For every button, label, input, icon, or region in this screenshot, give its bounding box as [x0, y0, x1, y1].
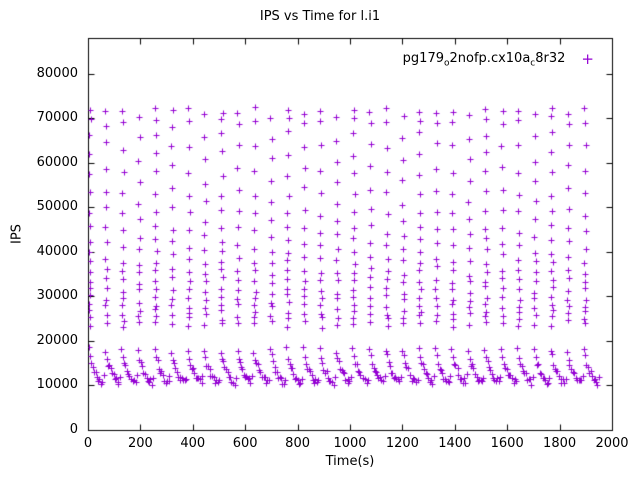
- y-tick-label: 50000: [36, 199, 78, 215]
- chart-title: IPS vs Time for l.i1: [259, 9, 381, 24]
- y-tick-label: 30000: [36, 288, 78, 304]
- y-tick-label: 40000: [36, 243, 78, 259]
- x-axis-label: Time(s): [325, 454, 375, 469]
- x-tick-label: 1800: [543, 436, 577, 451]
- x-tick-label: 1200: [385, 436, 419, 451]
- x-tick-label: 2000: [595, 436, 629, 451]
- y-tick-label: 70000: [36, 110, 78, 126]
- x-tick-label: 1600: [490, 436, 524, 451]
- legend-label-part: 8r32: [535, 51, 566, 66]
- y-tick-label: 60000: [36, 154, 78, 170]
- x-tick-label: 800: [285, 436, 310, 451]
- x-tick-label: 400: [180, 436, 206, 451]
- legend-marker-plus: +: [581, 50, 594, 69]
- y-tick-label: 0: [69, 422, 78, 437]
- legend-label: pg179o2nofp.cx10ac8r32: [403, 51, 566, 69]
- y-tick-label: 20000: [36, 332, 78, 348]
- legend-label-part: 2nofp.cx10a: [449, 51, 531, 66]
- x-tick-label: 0: [83, 436, 93, 451]
- legend-label-subscript: o: [444, 58, 450, 69]
- x-tick-label: 600: [232, 436, 258, 451]
- y-tick-label: 10000: [36, 377, 78, 393]
- legend-label-part: pg179: [402, 51, 444, 66]
- x-tick-label: 200: [127, 436, 153, 451]
- y-axis-label: IPS: [9, 224, 25, 244]
- legend-label-subscript: c: [530, 58, 536, 69]
- y-tick-label: 80000: [36, 65, 78, 81]
- x-tick-label: 1000: [333, 436, 367, 451]
- legend: pg179o2nofp.cx10ac8r32 +: [403, 51, 594, 69]
- x-tick-label: 1400: [438, 436, 472, 451]
